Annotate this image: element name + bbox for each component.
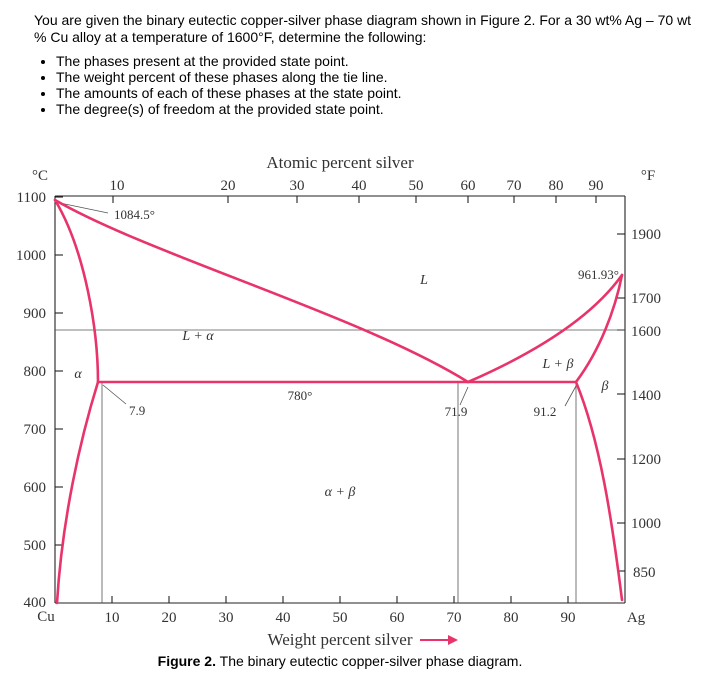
solvus-alpha: [55, 380, 100, 605]
right-tick-label: 1700: [631, 291, 661, 307]
right-tick-labels: 1900 1700 1600 1400 1200 1000 850: [631, 227, 661, 581]
left-tick-labels: 1100 1000 900 800 700 600 500 400: [16, 190, 46, 611]
liquidus-cu-side: [53, 198, 470, 384]
left-tick-label: 1000: [16, 248, 46, 264]
region-liquid-alpha: L + α: [181, 329, 214, 344]
figure-caption-text: The binary eutectic copper-silver phase …: [216, 653, 522, 669]
right-tick-label: 1900: [631, 227, 661, 243]
left-tick-marks: [55, 196, 63, 546]
solvus-beta: [574, 380, 624, 602]
alpha-max-leader: [102, 384, 127, 405]
top-tick-label: 40: [352, 178, 367, 194]
eutectic-temp-label: 780°: [288, 388, 313, 403]
top-tick-marks: [112, 196, 597, 203]
left-tick-label: 1100: [17, 190, 46, 206]
arrow-right-icon: [420, 635, 458, 645]
figure-caption: Figure 2. The binary eutectic copper-sil…: [158, 653, 523, 669]
region-alpha-beta: α + β: [325, 485, 356, 500]
top-tick-label: 60: [461, 178, 476, 194]
left-unit-label: °C: [32, 168, 48, 184]
liquidus-ag-side: [466, 273, 624, 384]
top-tick-label: 10: [110, 178, 125, 194]
right-tick-label: 850: [633, 565, 656, 581]
top-axis-title: Atomic percent silver: [266, 153, 414, 172]
cu-melting-label: 1084.5°: [114, 207, 155, 222]
cu-melting-leader: [59, 202, 109, 214]
eutectic-comp-label: 71.9: [445, 404, 468, 419]
bottom-tick-label: 70: [447, 610, 462, 626]
question-item-weight-percent: The weight percent of these phases along…: [56, 69, 704, 85]
left-tick-label: 600: [24, 480, 47, 496]
left-tick-label: 800: [24, 364, 47, 380]
ag-melting-label: 961.93°: [578, 267, 619, 282]
bottom-tick-label: 50: [333, 610, 348, 626]
region-liquid-beta: L + β: [542, 357, 574, 372]
top-tick-label: 20: [221, 178, 236, 194]
left-tick-label: 400: [24, 595, 47, 611]
region-beta: β: [601, 379, 609, 394]
right-tick-label: 1600: [631, 324, 661, 340]
top-tick-label: 80: [549, 178, 564, 194]
question-text-block: You are given the binary eutectic copper…: [34, 12, 704, 117]
question-list: The phases present at the provided state…: [34, 53, 704, 117]
eutectic-comp-leader: [459, 386, 469, 406]
bottom-tick-labels: 10 20 30 40 50 60 70 80 90: [105, 610, 576, 626]
region-alpha: α: [74, 367, 82, 382]
question-item-phases: The phases present at the provided state…: [56, 53, 704, 69]
bottom-tick-label: 10: [105, 610, 120, 626]
right-tick-label: 1400: [631, 388, 661, 404]
question-prompt: You are given the binary eutectic copper…: [34, 12, 692, 45]
top-tick-labels: 10 20 30 40 50 60 70 80 90: [110, 178, 604, 194]
cu-end-label: Cu: [37, 609, 55, 625]
question-item-degrees-freedom: The degree(s) of freedom at the provided…: [56, 101, 704, 117]
top-tick-label: 70: [507, 178, 522, 194]
right-tick-label: 1200: [631, 452, 661, 468]
bottom-tick-label: 20: [162, 610, 177, 626]
bottom-tick-label: 80: [504, 610, 519, 626]
top-tick-label: 90: [589, 178, 604, 194]
top-tick-label: 50: [409, 178, 424, 194]
bottom-tick-label: 90: [561, 610, 576, 626]
region-liquid: L: [419, 273, 428, 288]
alpha-max-label: 7.9: [129, 403, 145, 418]
left-tick-label: 900: [24, 306, 47, 322]
top-tick-label: 30: [290, 178, 305, 194]
ag-end-label: Ag: [627, 610, 646, 626]
solidus-alpha: [53, 198, 100, 384]
bottom-tick-label: 30: [219, 610, 234, 626]
right-tick-label: 1000: [631, 516, 661, 532]
beta-max-leader: [564, 385, 577, 407]
bottom-tick-label: 60: [390, 610, 405, 626]
bottom-axis-title: Weight percent silver: [268, 630, 413, 649]
right-unit-label: °F: [641, 168, 655, 184]
left-tick-label: 500: [24, 538, 47, 554]
beta-max-label: 91.2: [534, 404, 557, 419]
question-item-amounts: The amounts of each of these phases at t…: [56, 85, 704, 101]
solidus-beta: [574, 273, 624, 384]
left-tick-label: 700: [24, 422, 47, 438]
bottom-tick-label: 40: [276, 610, 291, 626]
bottom-tick-marks: [111, 596, 569, 603]
